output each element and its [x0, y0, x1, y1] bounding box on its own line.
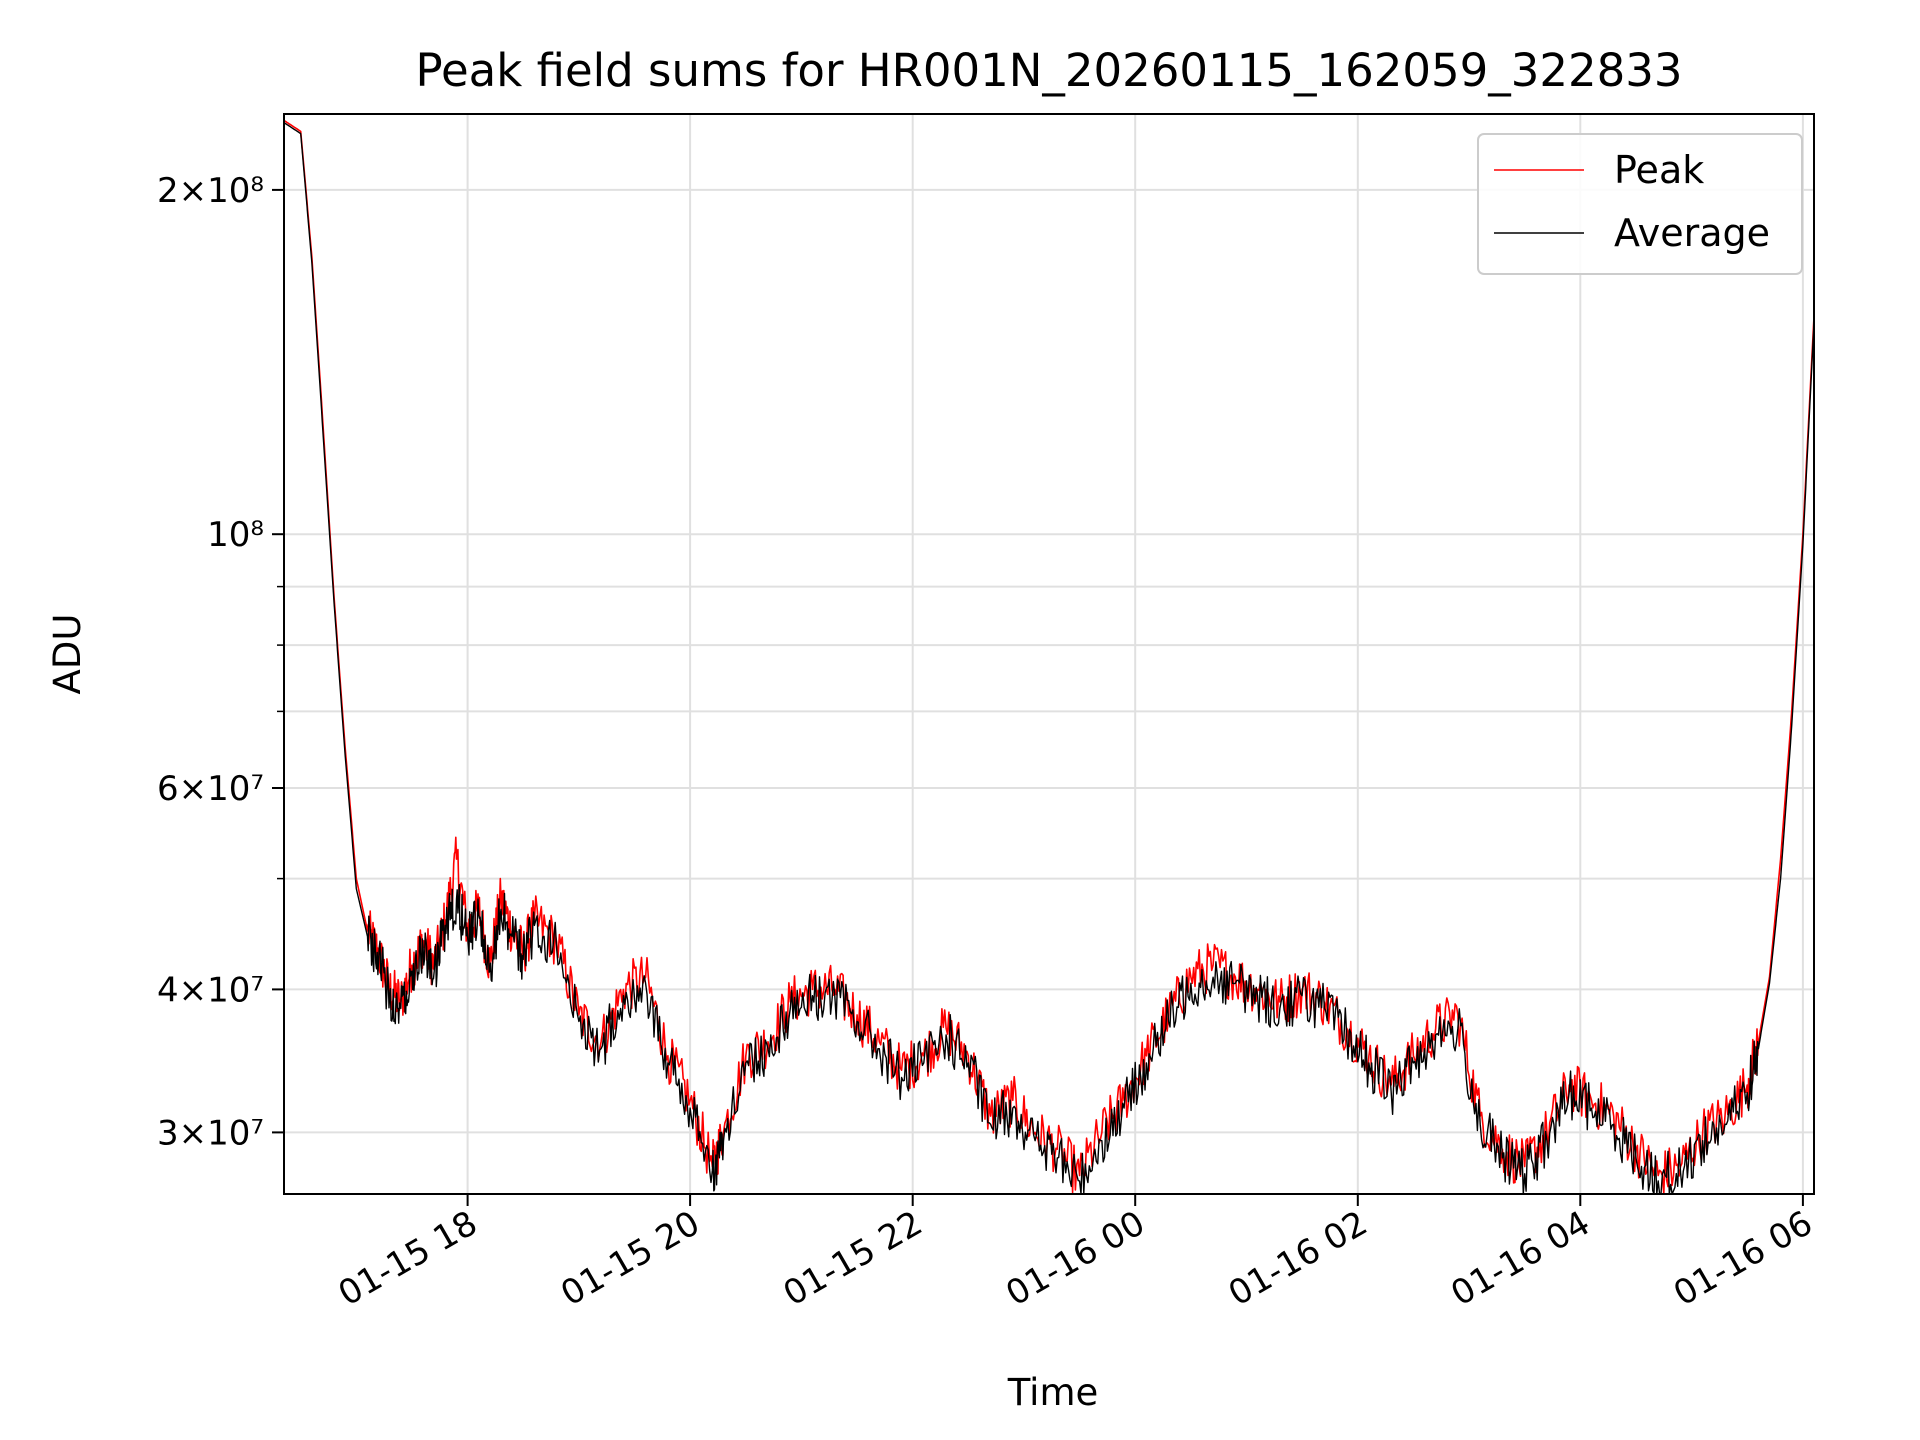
chart-title: Peak field sums for HR001N_20260115_1620…: [415, 44, 1682, 97]
y-axis-ticks: 3×10⁷ 4×10⁷ 6×10⁷ 10⁸ 2×10⁸: [157, 171, 284, 1153]
y-tick-label: 2×10⁸: [157, 171, 264, 211]
y-axis-label: ADU: [46, 614, 89, 695]
legend-box: [1477, 133, 1803, 275]
y-tick-label: 6×10⁷: [157, 769, 264, 809]
y-tick-label: 10⁸: [207, 515, 264, 555]
y-tick-label: 4×10⁷: [157, 970, 264, 1010]
legend: Peak Average: [1477, 133, 1803, 275]
grid-lines: [284, 114, 1814, 1194]
plot-series: [283, 119, 1815, 1195]
y-tick-label: 3×10⁷: [157, 1113, 264, 1153]
plot-frame: [283, 113, 1815, 1195]
series-line-average: [283, 122, 1815, 1195]
x-axis-label: Time: [1007, 1371, 1099, 1414]
legend-label-average: Average: [1614, 211, 1770, 255]
legend-label-peak: Peak: [1614, 148, 1704, 192]
